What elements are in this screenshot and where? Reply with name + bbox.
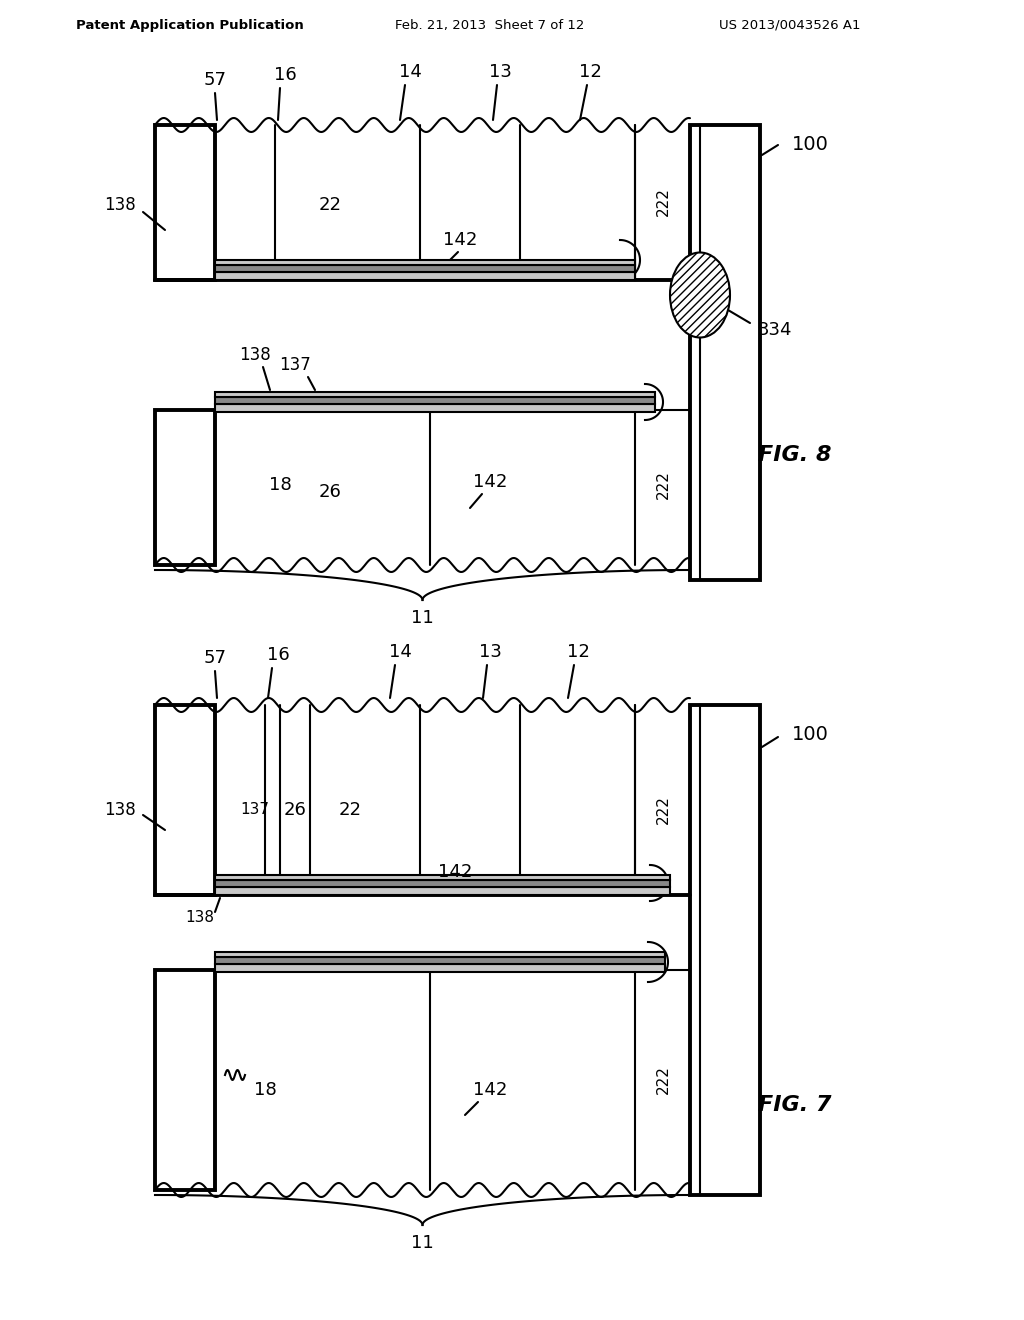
Text: 138: 138 [104,195,136,214]
Text: 138: 138 [104,801,136,818]
Text: 14: 14 [398,63,422,81]
Bar [690,705,760,1195]
Text: 100: 100 [792,726,828,744]
Text: 138: 138 [240,346,271,364]
Text: 26: 26 [284,801,306,818]
Text: US 2013/0043526 A1: US 2013/0043526 A1 [719,18,861,32]
Text: 14: 14 [388,643,412,661]
Bar [155,970,215,1191]
Bar [690,125,760,579]
Text: 12: 12 [579,63,601,81]
Text: 13: 13 [488,63,511,81]
Bar [215,952,665,957]
Text: 142: 142 [438,863,472,880]
Text: 22: 22 [339,801,361,818]
Bar [215,404,655,412]
Bar [215,272,635,280]
Ellipse shape [670,252,730,338]
Bar [155,125,215,280]
Text: 22: 22 [318,195,341,214]
Text: 100: 100 [792,136,828,154]
Bar [215,875,670,880]
Text: 142: 142 [473,1081,507,1100]
Text: 222: 222 [655,796,671,825]
Bar [155,705,215,895]
Text: 13: 13 [478,643,502,661]
Text: 222: 222 [655,187,671,216]
Text: Feb. 21, 2013  Sheet 7 of 12: Feb. 21, 2013 Sheet 7 of 12 [395,18,585,32]
Text: 57: 57 [204,649,226,667]
Bar [215,880,670,887]
Bar [215,397,655,404]
Text: 11: 11 [411,1234,434,1251]
Bar [215,260,635,265]
Bar [215,392,655,397]
Text: FIG. 7: FIG. 7 [758,1096,831,1115]
Text: 222: 222 [655,1065,671,1094]
Text: 138: 138 [185,911,214,925]
Text: 16: 16 [266,645,290,664]
Text: 57: 57 [204,71,226,88]
Bar [215,887,670,895]
Text: 18: 18 [268,477,292,494]
Text: 18: 18 [254,1081,276,1100]
Text: 222: 222 [655,470,671,499]
Text: 16: 16 [273,66,296,84]
Text: 12: 12 [566,643,590,661]
Text: 26: 26 [318,483,341,502]
Bar [215,265,635,272]
Text: FIG. 8: FIG. 8 [758,445,831,465]
Bar [215,957,665,964]
Bar [155,411,215,565]
Text: 142: 142 [473,473,507,491]
Text: 334: 334 [758,321,793,339]
Text: Patent Application Publication: Patent Application Publication [76,18,304,32]
Text: 137: 137 [280,356,311,374]
Text: 137: 137 [241,803,269,817]
Text: 11: 11 [411,609,434,627]
Bar [215,964,665,972]
Text: 142: 142 [442,231,477,249]
